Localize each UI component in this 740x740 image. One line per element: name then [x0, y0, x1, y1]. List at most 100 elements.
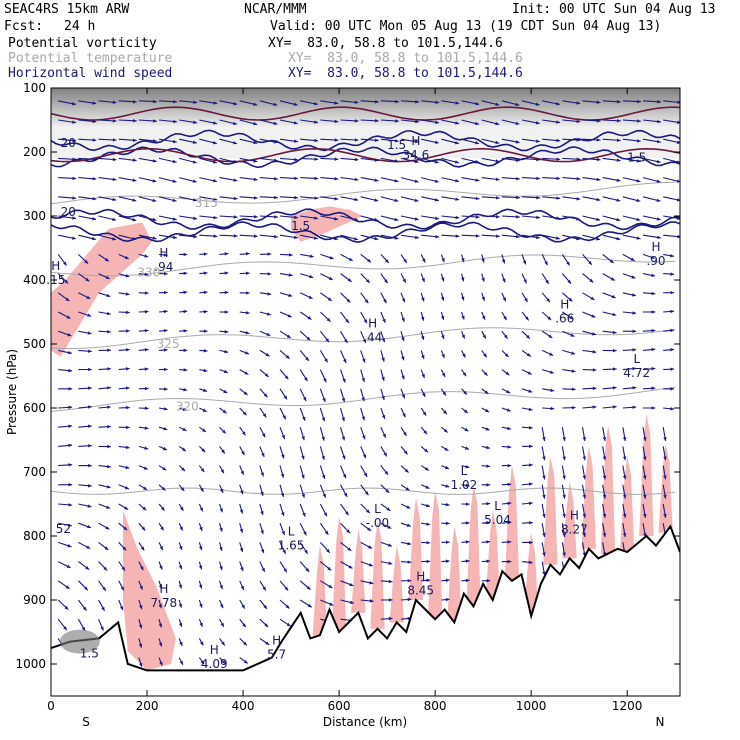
- wind-vector: [199, 329, 208, 333]
- wind-vector: [602, 405, 617, 409]
- wind-vector: [219, 599, 224, 609]
- pv-spike: [504, 465, 520, 581]
- wind-vector: [481, 311, 486, 320]
- wind-vector: [561, 542, 566, 557]
- wind-vector: [602, 386, 617, 390]
- wind-vector: [541, 273, 550, 285]
- wind-vector: [138, 503, 147, 511]
- wind-vector: [299, 446, 305, 460]
- wind-vector: [421, 522, 431, 526]
- wind-vector: [159, 271, 168, 276]
- wind-vector: [420, 484, 430, 490]
- wind-vector: [58, 215, 77, 220]
- wind-vector: [360, 118, 379, 123]
- wind-vector: [360, 561, 374, 567]
- wind-vector: [78, 234, 96, 241]
- wind-vector: [158, 445, 168, 451]
- wind-vector: [521, 157, 541, 162]
- wind-vector: [158, 157, 177, 164]
- wind-vector: [78, 503, 92, 508]
- x-axis-left-label: S: [82, 715, 90, 729]
- wind-vector: [158, 599, 163, 609]
- wind-vector: [662, 446, 667, 461]
- wind-vector: [360, 407, 366, 421]
- wind-vector: [501, 138, 520, 144]
- wind-vector: [259, 523, 264, 535]
- wind-vector: [98, 292, 111, 298]
- wind-vector: [421, 100, 440, 104]
- wind-vector: [118, 138, 137, 142]
- wind-vector: [98, 177, 117, 182]
- wind-vector: [380, 616, 393, 621]
- wind-vector: [420, 407, 427, 416]
- wind-vector: [663, 367, 675, 371]
- wind-vector: [380, 369, 385, 381]
- wind-vector: [562, 405, 576, 410]
- wind-vector: [58, 463, 73, 467]
- wind-vector: [501, 540, 512, 544]
- wind-vector: [259, 407, 267, 418]
- wind-vector: [481, 330, 487, 339]
- wind-vector: [239, 214, 258, 219]
- wind-vector: [118, 405, 130, 410]
- wind-vector: [400, 388, 406, 399]
- wind-vector: [542, 388, 555, 392]
- wind-vector: [299, 407, 306, 421]
- wind-vector: [259, 561, 266, 573]
- x-tick-label: 0: [47, 699, 55, 713]
- wind-vector: [521, 560, 533, 565]
- wind-vector: [602, 234, 621, 241]
- wind-vector: [299, 503, 306, 517]
- wind-vector: [642, 196, 661, 202]
- wind-vector: [300, 196, 319, 200]
- wind-vector: [118, 425, 130, 430]
- wind-vector: [279, 369, 289, 380]
- y-tick-label: 900: [23, 593, 46, 607]
- wind-vector: [198, 580, 203, 589]
- wind-vector: [521, 234, 540, 240]
- wind-vector: [562, 177, 581, 181]
- wind-vector: [259, 618, 269, 628]
- wind-vector: [179, 271, 188, 276]
- wind-vector: [562, 311, 574, 320]
- wind-vector: [582, 386, 597, 391]
- wind-vector: [481, 369, 488, 377]
- wind-vector: [481, 234, 500, 238]
- wind-vector: [521, 254, 527, 265]
- wind-vector: [541, 446, 546, 461]
- wind-vector: [541, 503, 546, 518]
- wind-vector: [662, 503, 667, 518]
- pv-spike: [389, 545, 404, 623]
- wind-vector: [158, 407, 168, 411]
- wind-vector: [300, 215, 319, 220]
- contour-label: 1.5: [291, 219, 310, 233]
- wind-vector: [259, 272, 272, 276]
- wind-vector: [340, 522, 351, 534]
- wind-vector: [501, 254, 506, 264]
- wind-vector: [360, 234, 379, 241]
- wind-vector: [239, 177, 258, 182]
- wind-vector: [622, 234, 641, 240]
- pv-contour: [51, 147, 680, 163]
- wind-vector: [279, 157, 299, 162]
- wind-vector: [279, 484, 285, 498]
- wind-vector: [360, 484, 369, 496]
- wind-vector: [421, 196, 439, 202]
- wind-vector: [77, 599, 87, 612]
- wind-vector: [57, 254, 68, 266]
- x-tick-label: 800: [424, 699, 447, 713]
- wind-vector: [501, 176, 520, 181]
- wind-vector: [441, 426, 449, 433]
- wind-vector: [300, 253, 314, 258]
- wind-vector: [299, 311, 312, 321]
- wind-vector: [78, 386, 92, 390]
- wind-vector: [360, 292, 369, 304]
- wind-vector: [259, 388, 268, 398]
- wind-vector: [118, 561, 126, 571]
- wind-vector: [461, 502, 470, 506]
- wind-vector: [340, 311, 350, 324]
- wind-vector: [461, 254, 465, 263]
- wind-vector: [602, 503, 607, 518]
- wind-vector: [521, 426, 533, 430]
- forecast-hours: 24 h: [64, 19, 96, 34]
